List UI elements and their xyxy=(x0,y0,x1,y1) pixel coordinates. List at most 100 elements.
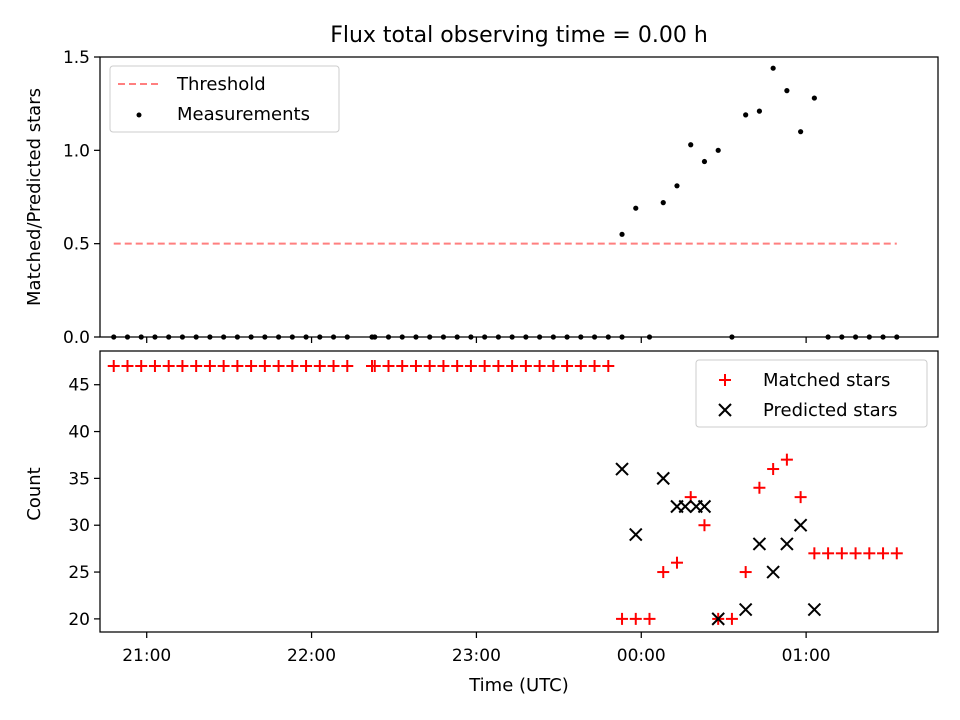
legend-matched-marker xyxy=(719,374,731,386)
bottom-plot-area xyxy=(107,359,903,626)
measurement-point xyxy=(317,334,323,340)
predicted-star-point xyxy=(656,471,670,486)
legend-matched-label: Matched stars xyxy=(763,370,890,391)
matched-star-point xyxy=(396,359,409,372)
measurement-point xyxy=(152,334,158,340)
bottom-x-ticks: 21:00 22:00 23:00 00:00 01:00 xyxy=(122,632,831,666)
matched-star-point xyxy=(258,359,271,372)
measurement-point xyxy=(234,334,240,340)
measurement-point xyxy=(894,334,900,340)
measurement-point xyxy=(839,334,845,340)
matched-star-point xyxy=(121,359,134,372)
matched-star-point xyxy=(245,359,258,372)
matched-star-point xyxy=(670,556,683,569)
matched-star-point xyxy=(368,359,381,372)
matched-star-point xyxy=(657,566,670,579)
bottom-y-axis-label: Count xyxy=(24,467,45,520)
bottom-y-tick-label: 35 xyxy=(68,469,90,489)
top-plot-area xyxy=(111,65,900,340)
matched-star-point xyxy=(574,359,587,372)
matched-star-point xyxy=(588,359,601,372)
matched-star-point xyxy=(382,359,395,372)
measurement-point xyxy=(427,334,433,340)
matched-star-point xyxy=(464,359,477,372)
matched-star-point xyxy=(107,359,120,372)
predicted-star-point xyxy=(780,537,794,551)
matched-star-point xyxy=(478,359,491,372)
top-x-ticks xyxy=(146,337,807,343)
predicted-star-point xyxy=(678,499,692,514)
matched-star-point xyxy=(794,491,807,504)
measurement-point xyxy=(523,334,529,340)
bottom-legend-frame xyxy=(695,359,928,428)
legend-measurements-label: Measurements xyxy=(177,104,310,125)
matched-star-point xyxy=(602,359,615,372)
top-y-axis-label: Matched/Predicted stars xyxy=(24,88,45,306)
predicted-star-point xyxy=(629,527,643,542)
measurement-point xyxy=(330,334,337,340)
measurement-point xyxy=(660,200,666,206)
top-y-tick-label: 1.5 xyxy=(63,48,90,68)
matched-star-point xyxy=(863,547,876,560)
matched-star-point xyxy=(780,453,793,466)
matched-star-point xyxy=(162,359,175,372)
measurement-point xyxy=(770,65,776,71)
matched-star-point xyxy=(739,566,752,579)
measurement-point xyxy=(701,158,708,165)
top-legend: Threshold Measurements xyxy=(109,65,340,133)
matched-star-point xyxy=(190,359,203,372)
chart-title: Flux total observing time = 0.00 h xyxy=(330,23,708,48)
measurement-point xyxy=(166,334,172,340)
measurement-point xyxy=(399,334,405,340)
measurement-point xyxy=(413,334,419,340)
measurement-point xyxy=(344,334,350,340)
measurement-point xyxy=(372,334,378,340)
matched-star-point xyxy=(519,359,532,372)
legend-measurements-marker xyxy=(136,112,142,118)
matched-star-point xyxy=(203,359,216,372)
matched-star-point xyxy=(506,359,519,372)
x-tick-label: 00:00 xyxy=(617,646,666,666)
measurement-point xyxy=(221,334,227,340)
measurement-point xyxy=(179,334,186,340)
matched-star-point xyxy=(808,547,821,560)
top-y-tick-label: 1.0 xyxy=(63,141,90,161)
matched-star-point xyxy=(822,547,835,560)
top-y-tick-label: 0.0 xyxy=(63,328,90,348)
predicted-star-point xyxy=(738,602,753,617)
predicted-star-point xyxy=(711,612,725,626)
measurement-point xyxy=(193,334,199,340)
measurement-point xyxy=(248,334,254,340)
matched-star-point xyxy=(437,359,450,372)
measurement-point xyxy=(591,334,598,340)
matched-star-point xyxy=(561,359,574,372)
measurement-point xyxy=(468,334,474,340)
bottom-axes: 20 25 30 35 40 45 21:00 22:00 23:00 00:00 01:00 C… xyxy=(24,350,939,696)
x-tick-label: 01:00 xyxy=(782,646,831,666)
predicted-star-point xyxy=(752,537,767,551)
matched-star-point xyxy=(643,612,656,625)
measurement-point xyxy=(385,334,392,340)
matched-star-point xyxy=(767,463,780,476)
predicted-star-point xyxy=(793,518,808,532)
measurement-point xyxy=(674,183,680,189)
measurement-point xyxy=(440,334,447,340)
matched-star-point xyxy=(217,359,230,372)
matched-star-point xyxy=(616,612,629,625)
measurement-point xyxy=(578,334,584,340)
x-axis-label: Time (UTC) xyxy=(468,675,569,696)
bottom-y-tick-label: 40 xyxy=(68,423,90,443)
legend-predicted-label: Predicted stars xyxy=(763,400,897,421)
matched-star-point xyxy=(176,359,189,372)
matched-star-point xyxy=(148,359,161,372)
measurement-point xyxy=(633,205,639,211)
measurement-point xyxy=(798,129,804,135)
measurement-point xyxy=(619,334,625,340)
measurement-point xyxy=(495,334,501,340)
top-legend-frame xyxy=(109,65,340,133)
measurement-point xyxy=(509,334,515,340)
measurement-point xyxy=(688,142,694,148)
measurement-point xyxy=(729,334,735,340)
matched-star-point xyxy=(877,547,890,560)
matched-star-point xyxy=(313,359,326,372)
